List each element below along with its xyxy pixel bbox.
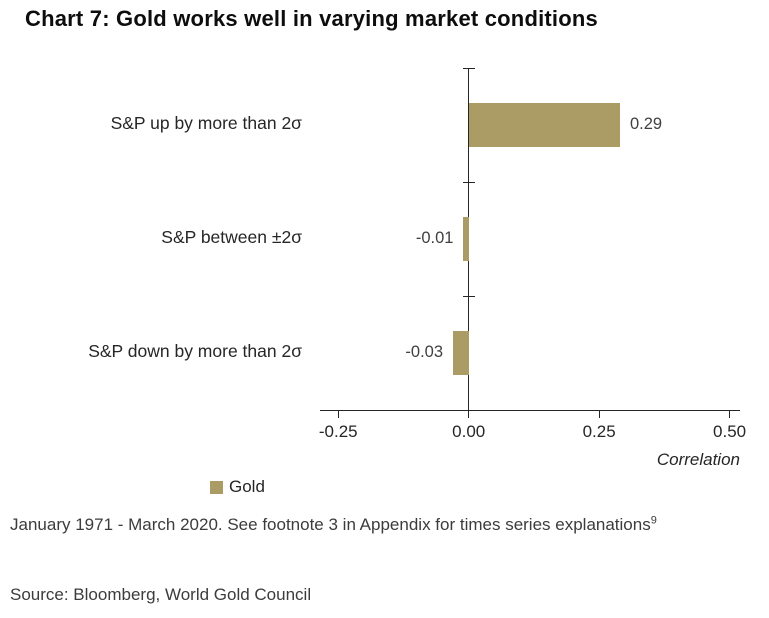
footnote-text: January 1971 - March 2020. See footnote … — [10, 515, 651, 534]
category-tick — [462, 68, 475, 69]
x-axis-tick — [598, 411, 600, 418]
category-tick — [462, 296, 475, 297]
source-line: Source: Bloomberg, World Gold Council — [10, 585, 312, 604]
category-label: S&P down by more than 2σ — [88, 341, 302, 361]
chart-title: Chart 7: Gold works well in varying mark… — [25, 6, 598, 31]
footnote-superscript: 9 — [650, 514, 657, 527]
category-label: S&P up by more than 2σ — [110, 113, 302, 133]
x-tick-label: -0.25 — [318, 422, 358, 441]
category-label: S&P between ±2σ — [161, 227, 302, 247]
x-tick-label: 0.00 — [452, 422, 486, 441]
bar-value-label: 0.29 — [630, 115, 663, 133]
x-axis-tick — [337, 411, 339, 418]
x-axis-tick — [729, 411, 731, 418]
zero-axis-line — [468, 68, 470, 410]
bar-value-label: -0.01 — [415, 229, 454, 247]
footnote: January 1971 - March 2020. See footnote … — [10, 512, 670, 538]
bar — [468, 103, 620, 147]
bar — [463, 217, 469, 261]
legend: Gold — [210, 477, 265, 497]
x-axis-line — [320, 410, 740, 411]
legend-swatch-gold — [210, 480, 223, 494]
category-tick — [462, 182, 475, 183]
x-axis-label: Correlation — [656, 450, 740, 469]
x-axis-tick — [468, 411, 470, 418]
bar-value-label: -0.03 — [405, 343, 444, 361]
legend-label: Gold — [229, 477, 265, 496]
x-tick-label: 0.50 — [713, 422, 747, 441]
bar — [453, 331, 469, 375]
x-tick-label: 0.25 — [582, 422, 616, 441]
